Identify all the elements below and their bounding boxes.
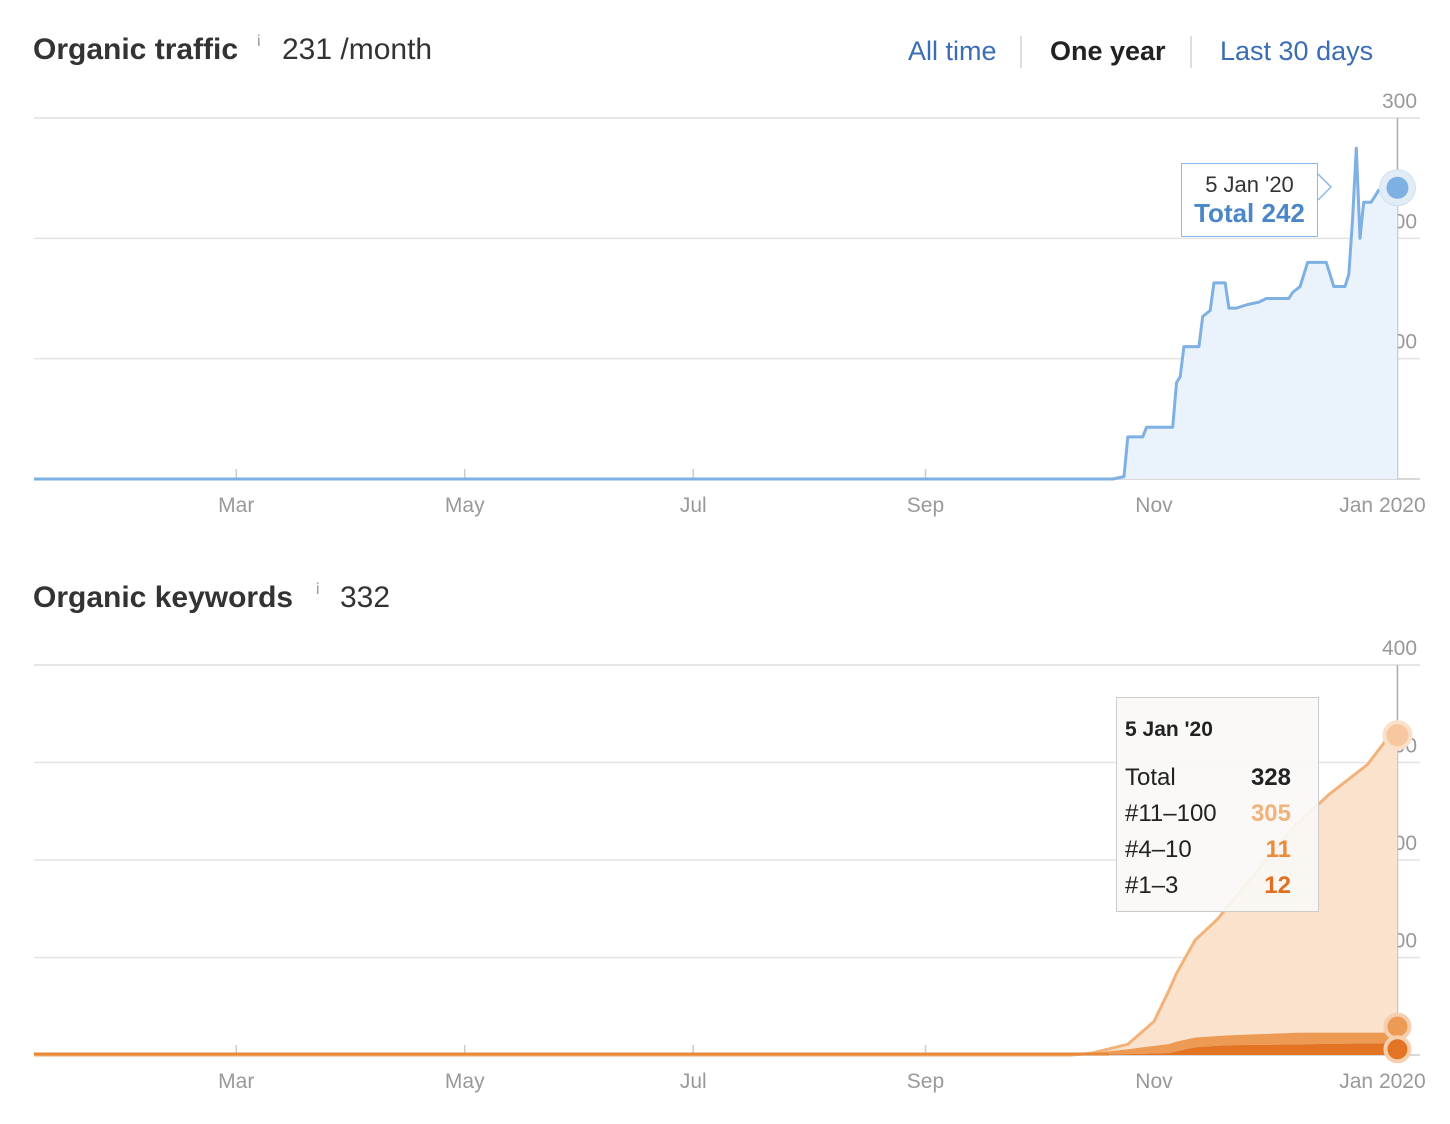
x-tick-label: May bbox=[445, 494, 485, 517]
series-line bbox=[34, 146, 1398, 481]
range-all-time-button[interactable]: All time bbox=[908, 36, 997, 66]
keywords-value: 332 bbox=[340, 581, 391, 614]
x-tick-label: Mar bbox=[218, 1070, 254, 1093]
x-tick-label: Mar bbox=[218, 494, 254, 517]
traffic-tooltip: 5 Jan '20 Total 242 bbox=[1181, 163, 1318, 237]
series-1-3-area bbox=[34, 1043, 1398, 1055]
x-tick-label: Jul bbox=[680, 494, 707, 517]
range-separator bbox=[1190, 36, 1192, 68]
y-tick-label: 300 bbox=[1382, 90, 1417, 113]
x-tick-label: May bbox=[445, 1070, 485, 1093]
x-tick-label: Jul bbox=[680, 1070, 707, 1093]
tooltip-row-value: 305 bbox=[1250, 800, 1291, 827]
tooltip-row-value: 12 bbox=[1264, 872, 1291, 899]
tooltip-arrow bbox=[1317, 173, 1333, 201]
tooltip-date: 5 Jan '20 bbox=[1125, 718, 1213, 741]
series-area bbox=[34, 148, 1398, 479]
range-last-30-days-button[interactable]: Last 30 days bbox=[1220, 36, 1374, 66]
x-tick-label: Nov bbox=[1135, 1070, 1173, 1093]
range-one-year-button[interactable]: One year bbox=[1050, 36, 1166, 66]
x-tick-label: Jan 2020 bbox=[1339, 1070, 1425, 1093]
hover-point-1-3 bbox=[1383, 1035, 1412, 1064]
hover-point-4-10 bbox=[1383, 1012, 1412, 1041]
traffic-title: Organic traffic bbox=[33, 33, 239, 66]
series-4-10-area bbox=[34, 1032, 1398, 1055]
x-tick-label: Sep bbox=[907, 494, 944, 517]
keywords-tooltip: 5 Jan '20 Total 328 #11–100 305 #4–10 11… bbox=[1116, 697, 1319, 912]
tooltip-row-label: #1–3 bbox=[1125, 872, 1179, 899]
keywords-info-icon[interactable]: i bbox=[316, 581, 320, 598]
series-11-100-area bbox=[34, 735, 1398, 1055]
hover-point-11-100 bbox=[1382, 720, 1413, 751]
y-tick-label: 400 bbox=[1382, 637, 1417, 660]
tooltip-row-value: 328 bbox=[1250, 764, 1291, 791]
x-tick-label: Nov bbox=[1135, 494, 1173, 517]
x-tick-label: Sep bbox=[907, 1070, 944, 1093]
tooltip-row-value: 11 bbox=[1265, 836, 1291, 863]
x-tick-label: Jan 2020 bbox=[1339, 494, 1425, 517]
tooltip-row-label: #4–10 bbox=[1125, 836, 1192, 863]
tooltip-total: Total 242 bbox=[1194, 198, 1305, 228]
range-separator bbox=[1020, 36, 1022, 68]
tooltip-date: 5 Jan '20 bbox=[1205, 172, 1294, 197]
tooltip-row-label: Total bbox=[1125, 764, 1176, 791]
keywords-title: Organic keywords bbox=[33, 581, 294, 614]
tooltip-row-label: #11–100 bbox=[1125, 800, 1217, 827]
hover-point bbox=[1386, 176, 1409, 199]
traffic-info-icon[interactable]: i bbox=[257, 33, 261, 50]
traffic-value: 231 /month bbox=[282, 33, 433, 66]
